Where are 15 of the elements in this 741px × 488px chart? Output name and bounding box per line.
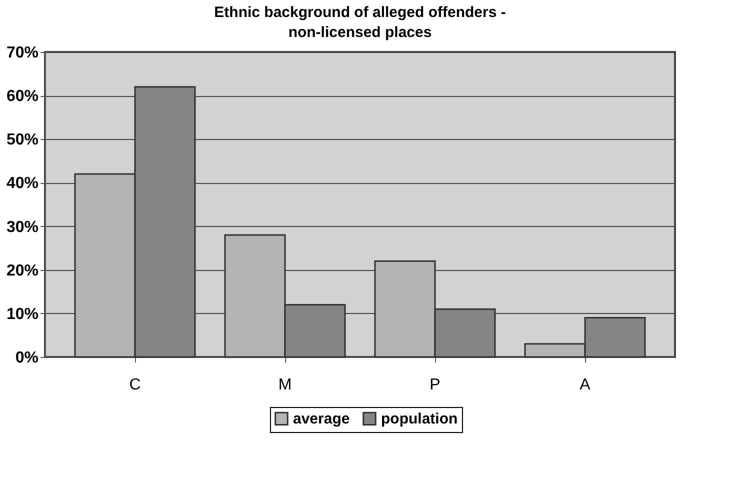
x-tick-label: A bbox=[580, 376, 591, 394]
y-tick-label: 10% bbox=[6, 306, 38, 323]
legend-label: average bbox=[293, 410, 350, 428]
x-tick-label: C bbox=[129, 376, 141, 394]
y-tick-label: 0% bbox=[15, 350, 38, 366]
chart-title: Ethnic background of alleged offenders - non-licensed places bbox=[214, 4, 506, 41]
x-tick-label: M bbox=[278, 376, 292, 394]
x-tick-label: P bbox=[430, 376, 440, 394]
y-tick-label: 40% bbox=[6, 175, 38, 192]
y-tick-label: 60% bbox=[6, 88, 38, 106]
y-tick-label: 20% bbox=[6, 262, 38, 280]
y-tick-label: 50% bbox=[6, 132, 38, 149]
legend-label: population bbox=[381, 410, 458, 428]
y-tick-label: 30% bbox=[6, 218, 38, 236]
y-tick-label: 70% bbox=[6, 44, 38, 62]
